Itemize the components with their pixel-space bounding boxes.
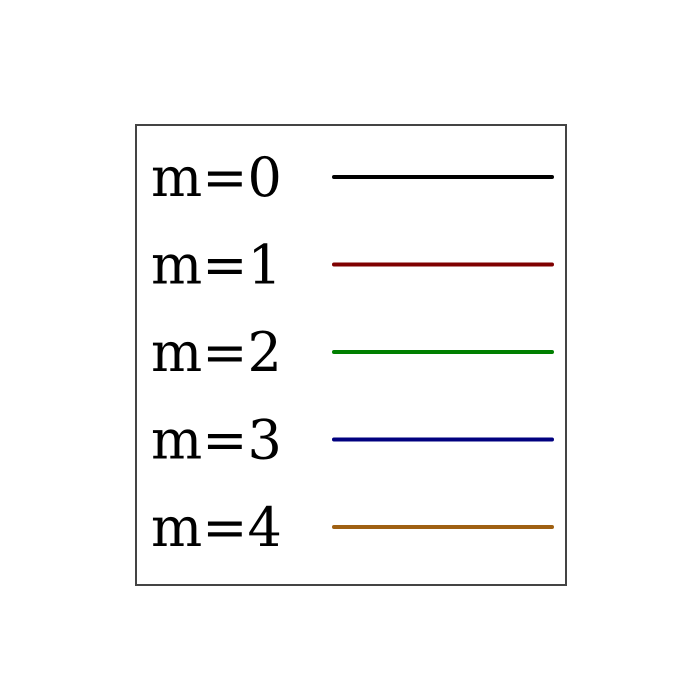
legend-entry: m=3 [151,409,554,472]
legend-label: m=0 [151,146,282,209]
legend-frame [135,124,567,586]
legend-label: m=1 [151,234,282,297]
legend-entry: m=0 [151,146,554,209]
legend-entry: m=1 [151,234,554,297]
legend-entry: m=4 [151,496,554,559]
legend-label: m=2 [151,321,282,384]
legend-label: m=3 [151,409,282,472]
legend-label: m=4 [151,496,282,559]
legend-entry: m=2 [151,321,554,384]
